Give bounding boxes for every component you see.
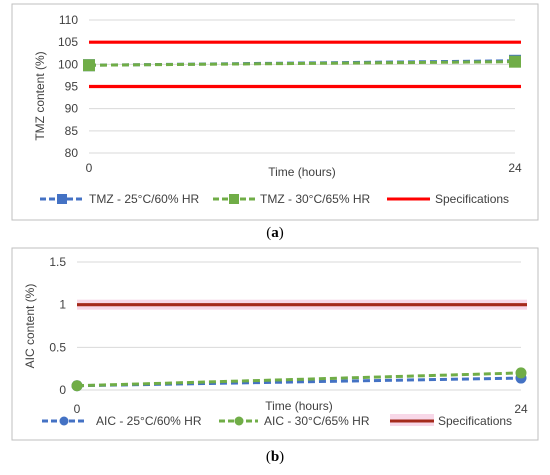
- series-line-b-1: [76, 376, 522, 388]
- chart-b: 0 0.5 1 1.5 AIC content (%) 0 24 Time (hour…: [11, 247, 539, 441]
- chart-a-y-tick: 105: [58, 35, 78, 49]
- chart-b-y-tick: 0: [59, 383, 66, 397]
- chart-a-y-tick: 90: [65, 102, 79, 116]
- chart-a-y-tick: 95: [65, 80, 79, 94]
- chart-a: 80 85 90 95 100 105 110 TMZ content (%) 0 24 T…: [11, 3, 539, 221]
- legend-a-series-3: Specifications: [435, 192, 509, 206]
- chart-a-y-tick: 85: [65, 124, 79, 138]
- data-point-a-2-1: [509, 55, 521, 68]
- chart-b-frame: [11, 247, 539, 441]
- chart-a-legend: TMZ - 25°C/60% HR TMZ - 30°C/65% HR Spec…: [40, 192, 509, 206]
- caption-b: (b): [265, 449, 285, 465]
- chart-a-frame: [11, 3, 539, 221]
- series-line-b-2: [76, 371, 522, 388]
- legend-a-series-1: TMZ - 25°C/60% HR: [89, 192, 199, 206]
- chart-a-x-tick-24: 24: [508, 161, 522, 175]
- legend-b-series-1: AIC - 25°C/60% HR: [96, 414, 202, 428]
- chart-a-x-tick-0: 0: [86, 161, 93, 175]
- chart-a-y-tick: 110: [59, 13, 78, 27]
- data-point-b-2-0: [71, 380, 83, 392]
- chart-b-x-tick-24: 24: [514, 402, 528, 416]
- chart-b-y-tick: 0.5: [49, 340, 66, 354]
- chart-b-legend: AIC - 25°C/60% HR AIC - 30°C/65% HR Spec…: [42, 414, 512, 428]
- legend-a-series-2: TMZ - 30°C/65% HR: [260, 192, 370, 206]
- chart-a-y-axis-label: TMZ content (%): [33, 51, 47, 140]
- caption-a: (a): [266, 225, 284, 241]
- data-point-b-2-1: [515, 367, 527, 379]
- chart-b-y-axis-label: AIC content (%): [23, 284, 37, 369]
- chart-b-y-tick: 1: [59, 298, 66, 312]
- data-point-a-2-0: [83, 59, 95, 72]
- chart-a-y-tick: 100: [58, 57, 78, 71]
- chart-b-x-tick-0: 0: [74, 402, 81, 416]
- chart-b-x-axis-label: Time (hours): [265, 399, 333, 413]
- legend-b-series-3: Specifications: [438, 414, 512, 428]
- legend-b-series-2: AIC - 30°C/65% HR: [264, 414, 370, 428]
- chart-a-y-tick: 80: [65, 146, 79, 160]
- chart-b-y-tick: 1.5: [49, 255, 66, 269]
- series-line-a-2: [88, 60, 516, 67]
- chart-a-x-axis-label: Time (hours): [268, 165, 336, 179]
